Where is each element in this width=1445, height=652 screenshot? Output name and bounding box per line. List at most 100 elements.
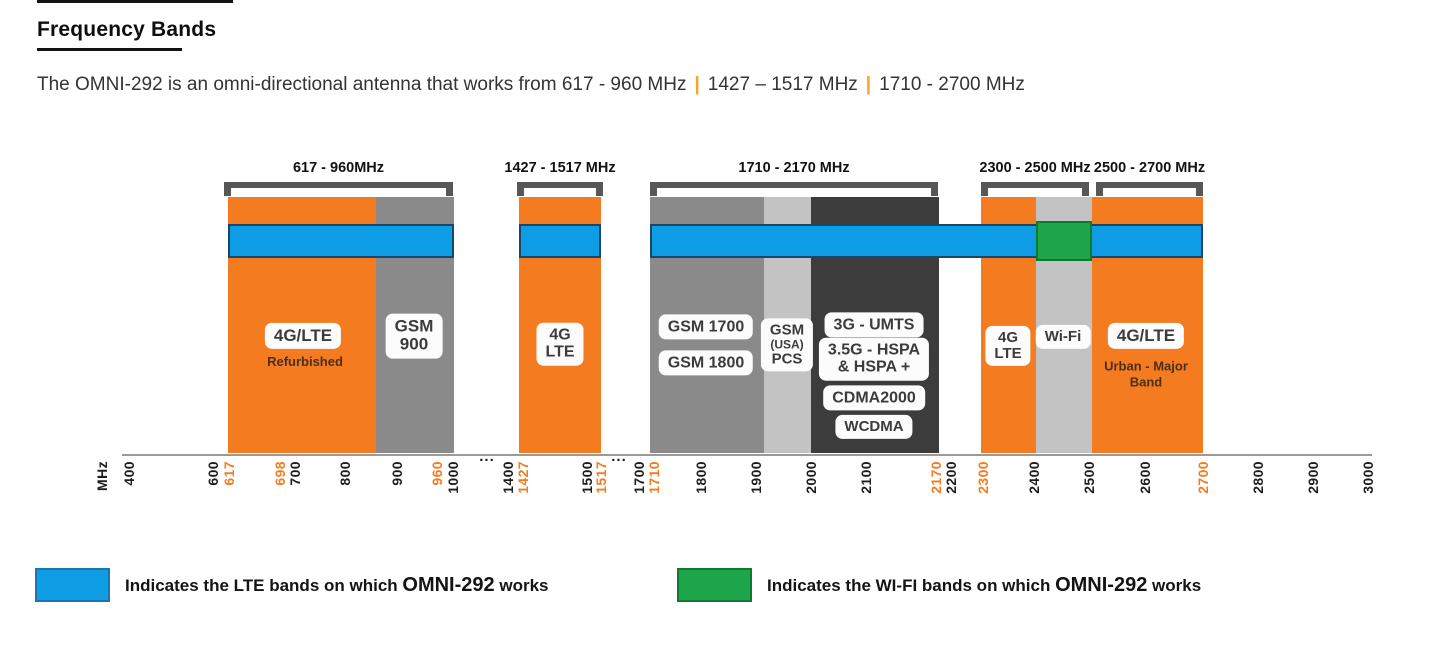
range-bracket bbox=[650, 182, 938, 196]
x-tick-2300: 2300 bbox=[975, 461, 991, 494]
axis-break-dots: ... bbox=[611, 448, 627, 465]
x-tick-2600: 2600 bbox=[1137, 461, 1153, 494]
x-tick-1800: 1800 bbox=[693, 461, 709, 494]
wifi-legend-label: Indicates the WI-FI bands on which OMNI-… bbox=[767, 574, 1201, 597]
tech-label-line: LTE bbox=[994, 345, 1022, 362]
x-tick-617: 617 bbox=[221, 461, 237, 486]
x-tick-800: 800 bbox=[337, 461, 353, 486]
range-bracket bbox=[224, 182, 453, 196]
subtitle-prefix: The OMNI-292 is an omni-directional ante… bbox=[37, 74, 562, 95]
tech-label: CDMA2000 bbox=[823, 385, 925, 411]
range-bracket bbox=[517, 182, 603, 196]
tech-label: GSM (USA) PCS bbox=[760, 318, 814, 372]
x-tick-1710: 1710 bbox=[646, 461, 662, 494]
lte-legend-post: works bbox=[494, 575, 549, 595]
range-label: 1710 - 2170 MHz bbox=[738, 160, 850, 176]
tech-label-line: 4G bbox=[997, 328, 1018, 346]
tech-label: 3G - UMTS bbox=[824, 312, 924, 338]
pipe-separator: | bbox=[694, 74, 700, 95]
tech-label-line: 4G/LTE bbox=[273, 325, 333, 345]
x-tick-700: 700 bbox=[287, 461, 303, 486]
tech-label-line: GSM bbox=[394, 316, 434, 336]
tech-label-line: LTE bbox=[545, 344, 575, 361]
tech-label: GSM 1700 bbox=[658, 314, 754, 340]
tech-label-line: GSM bbox=[769, 321, 805, 339]
tech-label: Wi-Fi bbox=[1035, 324, 1091, 350]
tech-label-line: 900 bbox=[399, 335, 429, 354]
band-sublabel: Urban - Major Band bbox=[1104, 358, 1188, 389]
x-tick-600: 600 bbox=[205, 461, 221, 486]
pipe-separator: | bbox=[865, 74, 872, 95]
tech-label-line: 4G bbox=[549, 326, 571, 344]
x-tick-960: 960 bbox=[429, 461, 445, 486]
x-tick-2500: 2500 bbox=[1081, 461, 1097, 494]
tech-label-line: GSM 1700 bbox=[667, 318, 745, 336]
tech-label: WCDMA bbox=[835, 414, 913, 440]
tech-label-line: 3G - UMTS bbox=[833, 316, 915, 334]
x-tick-2700: 2700 bbox=[1195, 461, 1211, 494]
x-tick-3000: 3000 bbox=[1360, 461, 1376, 494]
x-axis-line bbox=[122, 454, 1372, 456]
range-label: 2300 - 2500 MHz bbox=[979, 160, 1091, 176]
lte-legend-pre: Indicates the LTE bands on which bbox=[125, 575, 403, 595]
tech-label-line: GSM 1800 bbox=[667, 354, 745, 372]
wifi-legend-swatch bbox=[677, 568, 752, 602]
range-label: 617 - 960MHz bbox=[292, 160, 385, 176]
x-tick-400: 400 bbox=[121, 461, 137, 486]
wifi-band-strip bbox=[1036, 221, 1092, 261]
x-tick-2400: 2400 bbox=[1026, 461, 1042, 494]
tech-label: GSM 1800 bbox=[658, 350, 754, 376]
tech-label: GSM 900 bbox=[385, 313, 443, 359]
tech-label-line: 4G/LTE bbox=[1116, 325, 1176, 345]
x-tick-1517: 1517 bbox=[593, 461, 609, 494]
range-bracket bbox=[981, 182, 1089, 196]
subtitle-range-2: 1427 – 1517 MHz bbox=[707, 74, 858, 95]
x-tick-2200: 2200 bbox=[943, 461, 959, 494]
lte-band-strip bbox=[650, 224, 1203, 258]
axis-break-dots: ... bbox=[479, 448, 495, 465]
x-tick-1700: 1700 bbox=[631, 461, 647, 494]
wifi-legend-brand: OMNI-292 bbox=[1055, 573, 1148, 596]
lte-legend-brand: OMNI-292 bbox=[402, 573, 495, 596]
x-tick-900: 900 bbox=[389, 461, 405, 486]
legend-item-lte: Indicates the LTE bands on which OMNI-29… bbox=[35, 568, 549, 602]
x-tick-2000: 2000 bbox=[803, 461, 819, 494]
subtitle-range-1: 617 - 960 MHz bbox=[561, 74, 687, 95]
x-tick-1400: 1400 bbox=[500, 461, 516, 494]
legend-item-wifi: Indicates the WI-FI bands on which OMNI-… bbox=[677, 568, 1201, 602]
x-tick-698: 698 bbox=[272, 461, 288, 486]
lte-band-strip bbox=[519, 224, 601, 258]
band-sublabel-line: Refurbished bbox=[267, 354, 343, 370]
x-tick-1000: 1000 bbox=[445, 461, 461, 494]
tech-label-line: (USA) bbox=[770, 337, 804, 352]
x-tick-1900: 1900 bbox=[748, 461, 764, 494]
x-tick-2900: 2900 bbox=[1305, 461, 1321, 494]
wifi-legend-pre: Indicates the WI-FI bands on which bbox=[767, 575, 1056, 595]
page-title: Frequency Bands bbox=[37, 18, 217, 42]
subtitle-range-3: 1710 - 2700 MHz bbox=[879, 74, 1025, 95]
x-axis-unit: MHz bbox=[94, 461, 110, 491]
x-tick-2170: 2170 bbox=[928, 461, 944, 494]
tech-label-line: WCDMA bbox=[844, 417, 904, 435]
tech-label-line: & HSPA + bbox=[837, 359, 911, 376]
subtitle: The OMNI-292 is an omni-directional ante… bbox=[37, 74, 1025, 96]
band-sublabel-line: Band bbox=[1129, 374, 1163, 389]
band-sublabel-line: Urban - Major bbox=[1104, 358, 1188, 374]
range-label: 1427 - 1517 MHz bbox=[504, 160, 616, 176]
tech-label: 4G/LTE bbox=[264, 322, 342, 350]
range-bracket bbox=[1096, 182, 1203, 196]
tech-label-line: PCS bbox=[771, 350, 803, 368]
top-crop-artifact bbox=[37, 0, 233, 3]
tech-label: 4G LTE bbox=[536, 322, 584, 366]
x-tick-1427: 1427 bbox=[515, 461, 531, 494]
band-sublabel: Refurbished bbox=[267, 354, 343, 370]
x-tick-2100: 2100 bbox=[858, 461, 874, 494]
tech-label: 4G LTE bbox=[985, 325, 1031, 367]
range-label: 2500 - 2700 MHz bbox=[1093, 160, 1206, 176]
tech-label-line: 3.5G - HSPA bbox=[827, 341, 921, 359]
wifi-legend-post: works bbox=[1147, 575, 1202, 595]
lte-legend-swatch bbox=[35, 568, 110, 602]
title-underline bbox=[37, 48, 182, 51]
